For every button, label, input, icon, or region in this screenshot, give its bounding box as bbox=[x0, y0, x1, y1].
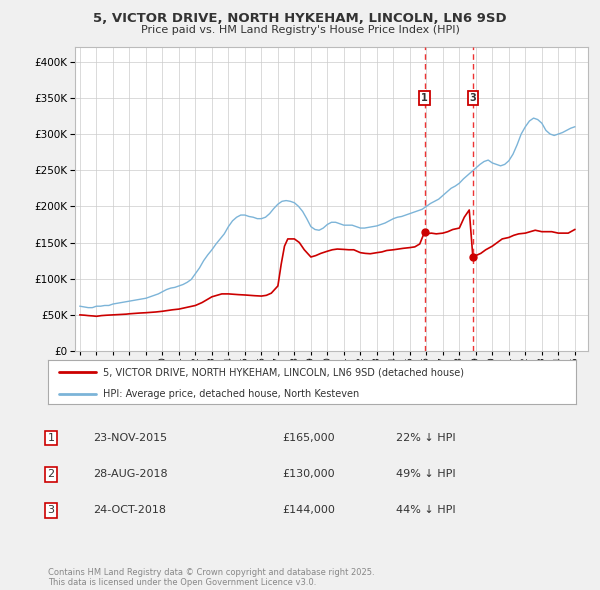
Text: 22% ↓ HPI: 22% ↓ HPI bbox=[396, 433, 455, 442]
Text: 28-AUG-2018: 28-AUG-2018 bbox=[93, 470, 167, 479]
Text: 5, VICTOR DRIVE, NORTH HYKEHAM, LINCOLN, LN6 9SD (detached house): 5, VICTOR DRIVE, NORTH HYKEHAM, LINCOLN,… bbox=[103, 368, 464, 377]
Text: 5, VICTOR DRIVE, NORTH HYKEHAM, LINCOLN, LN6 9SD: 5, VICTOR DRIVE, NORTH HYKEHAM, LINCOLN,… bbox=[93, 12, 507, 25]
Text: Price paid vs. HM Land Registry's House Price Index (HPI): Price paid vs. HM Land Registry's House … bbox=[140, 25, 460, 35]
Text: £130,000: £130,000 bbox=[282, 470, 335, 479]
Text: 49% ↓ HPI: 49% ↓ HPI bbox=[396, 470, 455, 479]
Text: £144,000: £144,000 bbox=[282, 506, 335, 515]
Text: Contains HM Land Registry data © Crown copyright and database right 2025.
This d: Contains HM Land Registry data © Crown c… bbox=[48, 568, 374, 587]
Text: 23-NOV-2015: 23-NOV-2015 bbox=[93, 433, 167, 442]
Text: 3: 3 bbox=[47, 506, 55, 515]
Text: 1: 1 bbox=[421, 93, 428, 103]
Text: 1: 1 bbox=[47, 433, 55, 442]
Text: £165,000: £165,000 bbox=[282, 433, 335, 442]
Text: 44% ↓ HPI: 44% ↓ HPI bbox=[396, 506, 455, 515]
Text: 2: 2 bbox=[47, 470, 55, 479]
Text: HPI: Average price, detached house, North Kesteven: HPI: Average price, detached house, Nort… bbox=[103, 389, 359, 399]
Text: 3: 3 bbox=[469, 93, 476, 103]
Text: 24-OCT-2018: 24-OCT-2018 bbox=[93, 506, 166, 515]
